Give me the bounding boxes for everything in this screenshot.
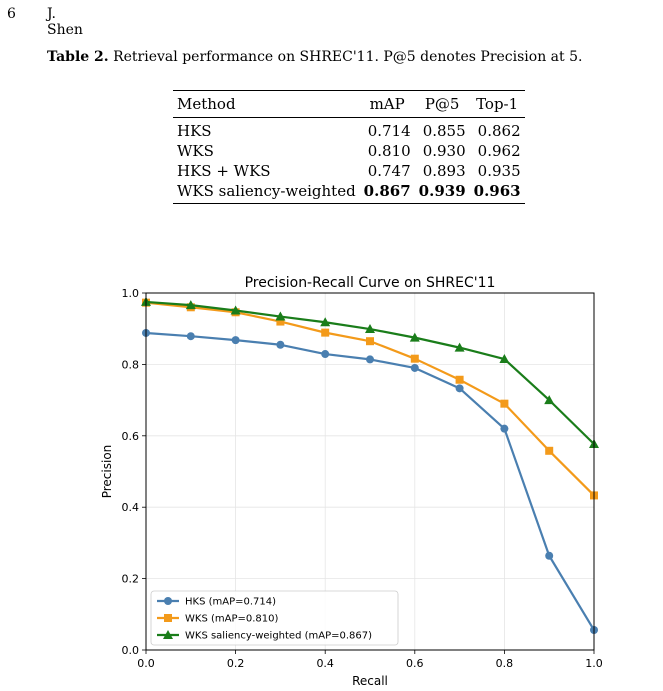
x-tick-label: 1.0 [585, 657, 603, 670]
data-point [454, 342, 465, 352]
table-caption-label: Table 2. [47, 49, 109, 65]
legend-swatch-marker [163, 630, 173, 639]
data-point [409, 332, 420, 342]
chart-title: Precision-Recall Curve on SHREC'11 [245, 275, 496, 291]
series-circle [142, 328, 598, 635]
legend-label: WKS (mAP=0.810) [185, 614, 278, 625]
x-tick-label: 0.0 [137, 657, 155, 670]
table-cell-method: WKS saliency-weighted [177, 182, 356, 200]
data-point [230, 305, 241, 315]
table-cell-top1: 0.862 [477, 122, 521, 140]
table-cell-p5: 0.855 [422, 122, 466, 140]
legend: HKS (mAP=0.714) WKS (mAP=0.810) WKS salien… [150, 590, 399, 646]
legend-label: HKS (mAP=0.714) [185, 597, 276, 608]
data-point [276, 317, 285, 326]
y-tick-label: 1.0 [122, 287, 140, 300]
x-tick-label: 0.6 [406, 657, 424, 670]
table-row: HKS 0.714 0.855 0.862 [173, 118, 525, 142]
series-line [145, 331, 595, 631]
table-cell-p5: 0.930 [422, 142, 466, 160]
table-row: HKS + WKS 0.747 0.893 0.935 [173, 161, 525, 181]
table-cell-method: HKS [177, 122, 212, 140]
data-point [500, 399, 509, 408]
column-header-p5: P@5 [424, 95, 460, 113]
data-point [455, 384, 464, 393]
table-cell-method: HKS + WKS [177, 162, 271, 180]
data-point [365, 324, 375, 334]
column-header-top1: Top-1 [476, 95, 519, 113]
table-cell-top1: 0.963 [473, 182, 521, 200]
series-triangle [141, 296, 599, 449]
table-cell-top1: 0.962 [477, 142, 521, 160]
data-point [321, 350, 330, 359]
plot-frame [145, 292, 595, 651]
data-point [410, 363, 419, 372]
legend-swatch-marker [164, 597, 172, 605]
series-line [145, 300, 595, 445]
column-header-map: mAP [369, 95, 405, 113]
table-cell-map: 0.867 [363, 182, 411, 200]
table-cell-p5: 0.893 [422, 162, 466, 180]
data-point [366, 355, 374, 364]
y-tick-label: 0.2 [122, 573, 140, 586]
table-row: WKS 0.810 0.930 0.962 [173, 141, 525, 161]
data-point [366, 337, 374, 346]
x-tick-label: 0.8 [496, 657, 514, 670]
table-header-row: Method mAP P@5 Top-1 [173, 90, 525, 118]
y-tick-label: 0.0 [122, 644, 140, 657]
table-caption-text: Retrieval performance on SHREC'11. P@5 d… [108, 49, 583, 65]
table-cell-method: WKS [177, 142, 214, 160]
running-author: J. Shen [47, 6, 83, 38]
data-point [499, 354, 510, 364]
data-point [186, 332, 195, 341]
x-tick-label: 0.2 [227, 657, 245, 670]
table-caption: Table 2. Retrieval performance on SHREC'… [47, 49, 582, 65]
precision-recall-chart: Precision-Recall Curve on SHREC'11 0.0 0.… [100, 275, 603, 688]
x-tick-label: 0.4 [316, 657, 334, 670]
page-number: 6 [7, 6, 16, 22]
y-tick-label: 0.6 [122, 430, 140, 443]
legend-label: WKS saliency-weighted (mAP=0.867) [185, 631, 372, 642]
data-point [276, 340, 285, 349]
axes: 0.0 0.2 0.4 0.6 0.8 1.0 0.0 0.2 0.4 0.6 0.8 1.0 [122, 287, 603, 670]
series-group [141, 296, 599, 635]
table-cell-map: 0.810 [367, 142, 411, 160]
table-cell-map: 0.747 [367, 162, 411, 180]
y-axis-label: Precision [100, 445, 114, 499]
data-point [321, 328, 330, 337]
legend-box [150, 590, 399, 646]
table-row: WKS saliency-weighted 0.867 0.939 0.963 [173, 181, 525, 204]
data-point [545, 551, 554, 560]
table-cell-p5: 0.939 [418, 182, 466, 200]
data-point [410, 354, 419, 363]
results-table: Method mAP P@5 Top-1 HKS 0.714 0.855 0.8… [173, 90, 525, 204]
data-point [231, 336, 240, 345]
column-header-method: Method [177, 95, 236, 113]
data-point [185, 300, 196, 310]
data-point [320, 317, 331, 327]
data-point [545, 446, 554, 455]
table-cell-top1: 0.935 [477, 162, 521, 180]
table-cell-map: 0.714 [367, 122, 411, 140]
data-point [544, 395, 555, 405]
y-tick-label: 0.8 [122, 358, 140, 371]
data-point [275, 311, 286, 321]
data-point [455, 375, 464, 384]
x-axis-label: Recall [352, 674, 388, 688]
data-point [500, 424, 509, 433]
y-tick-label: 0.4 [122, 501, 140, 514]
legend-swatch-marker [164, 614, 172, 622]
